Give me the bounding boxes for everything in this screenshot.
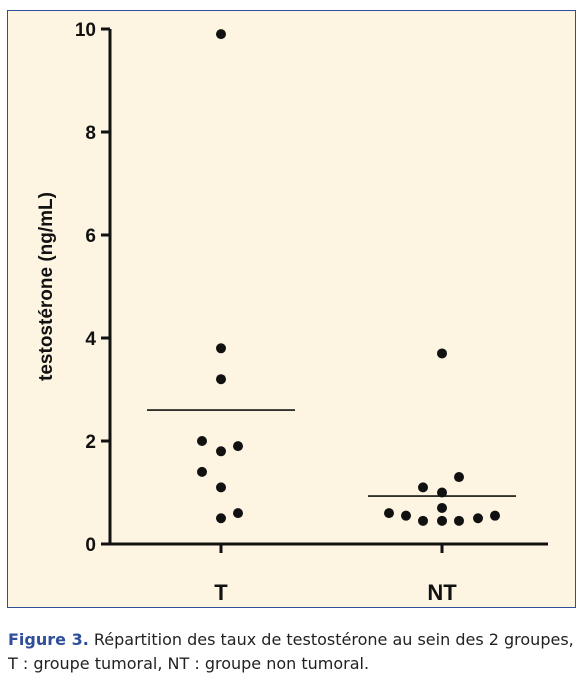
data-point: [454, 515, 464, 526]
y-tick-label: 6: [85, 226, 96, 247]
data-point: [216, 374, 226, 385]
x-ticks: T NT: [214, 544, 457, 605]
x-tick-label: NT: [427, 580, 457, 605]
data-point: [437, 487, 447, 498]
data-point: [216, 482, 226, 493]
data-point: [216, 343, 226, 354]
caption-line-1: Figure 3. Répartition des taux de testos…: [8, 628, 580, 652]
data-point: [216, 446, 226, 457]
data-point: [233, 441, 243, 452]
data-point: [384, 508, 394, 519]
data-point: [197, 436, 207, 446]
caption-text-1: Répartition des taux de testostérone au …: [88, 630, 574, 649]
y-tick-label: 10: [75, 20, 96, 41]
x-tick-label: T: [214, 580, 228, 605]
data-point: [437, 348, 447, 359]
y-ticks: 0 2 4 6 8 10: [75, 20, 110, 556]
y-tick-label: 0: [85, 535, 96, 556]
data-points: [197, 29, 500, 526]
figure-caption: Figure 3. Répartition des taux de testos…: [8, 628, 580, 676]
data-point: [197, 466, 207, 477]
data-point: [454, 472, 464, 483]
y-tick-label: 2: [85, 432, 96, 453]
data-point: [490, 510, 500, 521]
y-tick-label: 4: [85, 329, 96, 350]
data-point: [418, 482, 428, 493]
data-point: [418, 515, 428, 526]
y-axis-label: testostérone (ng/mL): [36, 192, 57, 381]
data-point: [216, 513, 226, 524]
caption-line-2: T : groupe tumoral, NT : groupe non tumo…: [8, 654, 370, 673]
scatter-chart: 0 2 4 6 8 10 T NT testostérone (ng/mL): [36, 20, 548, 605]
figure-panel: 0 2 4 6 8 10 T NT testostérone (ng/mL): [7, 10, 576, 608]
data-point: [233, 508, 243, 519]
y-tick-label: 8: [85, 123, 96, 144]
chart-axes: [108, 29, 548, 546]
figure-label: Figure 3.: [8, 630, 89, 649]
data-point: [473, 513, 483, 524]
data-point: [437, 502, 447, 513]
data-point: [216, 29, 226, 40]
data-point: [401, 510, 411, 521]
data-point: [437, 515, 447, 526]
mean-lines: [147, 409, 516, 497]
